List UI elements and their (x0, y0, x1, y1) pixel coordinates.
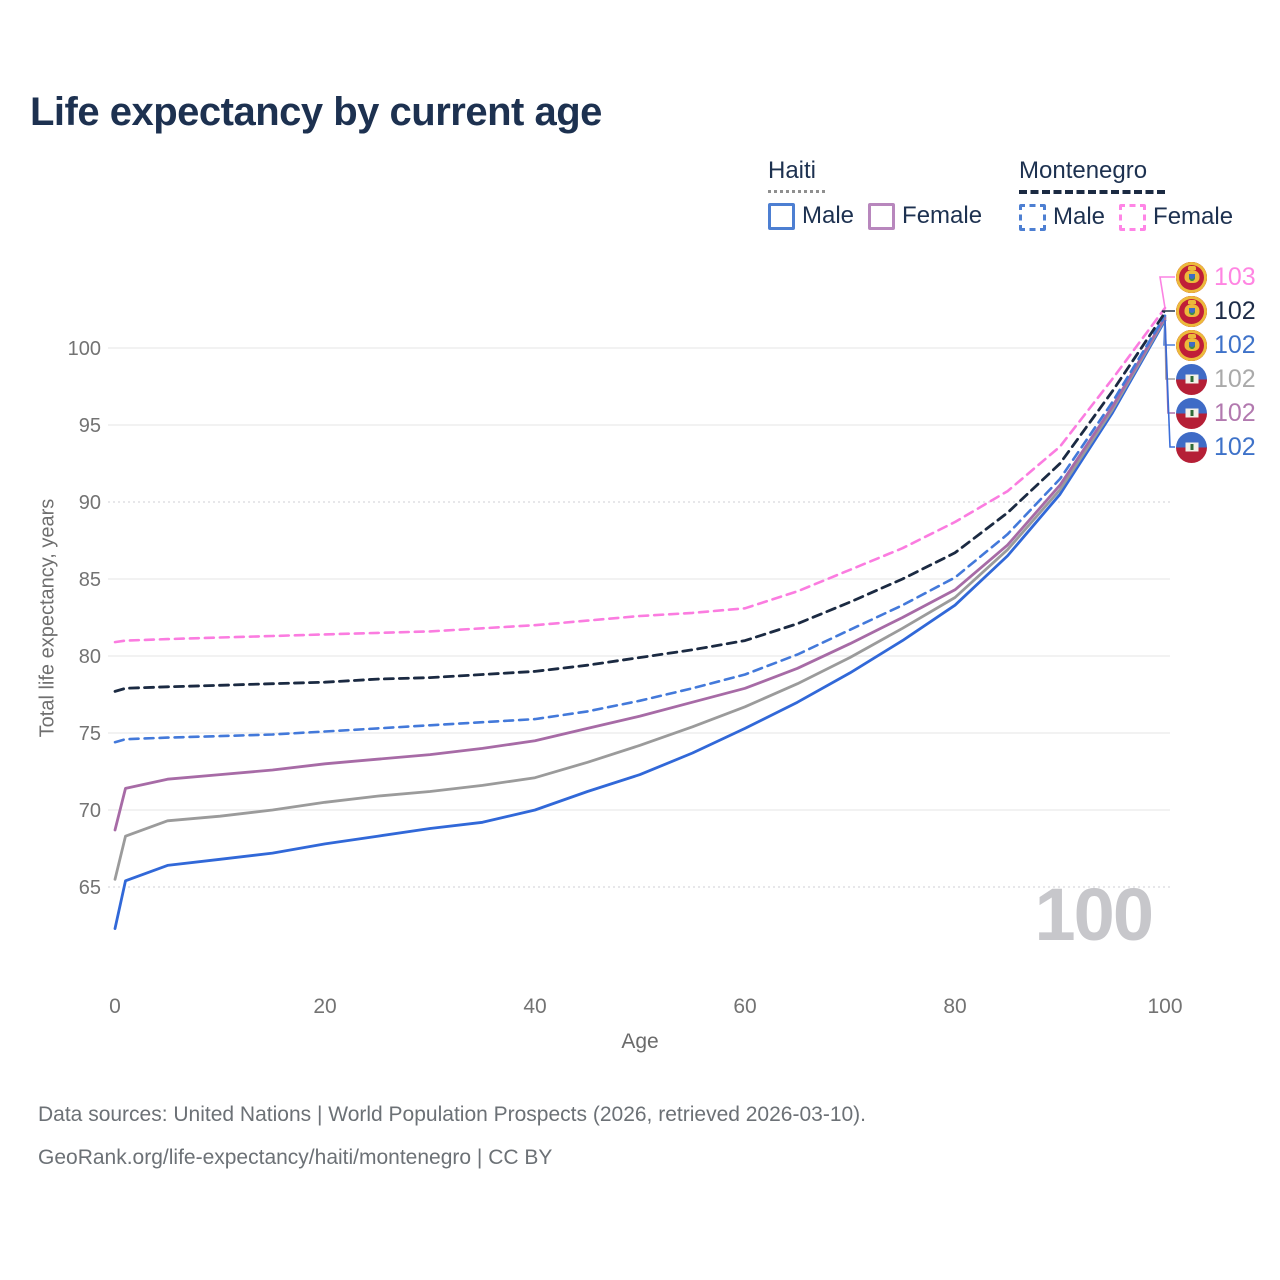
end-label-row-haiti-all: 102 (1176, 362, 1256, 396)
legend-montenegro-title: Montenegro (1019, 157, 1148, 184)
series-line-montenegro-female (113, 306, 1167, 644)
end-label-value: 103 (1214, 263, 1256, 291)
legend-haiti-male-label: Male (802, 202, 855, 229)
end-label-value: 102 (1214, 365, 1256, 393)
y-tick-label: 85 (79, 569, 101, 591)
end-label-row-haiti-male: 102 (1176, 430, 1256, 464)
y-tick-label: 90 (79, 492, 101, 514)
legend-group-montenegro: Montenegro Male Female (1019, 157, 1247, 231)
legend-item-haiti-female[interactable]: Female (868, 202, 982, 230)
haiti-flag-icon (1176, 431, 1207, 463)
legend-montenegro-female-label: Female (1153, 203, 1234, 230)
end-label-connector-montenegro-female (1159, 276, 1175, 309)
end-label-connector-montenegro-all (1161, 310, 1175, 314)
page-title: Life expectancy by current age (30, 90, 602, 134)
legend-item-montenegro-male[interactable]: Male (1019, 203, 1105, 231)
y-tick-label: 65 (79, 877, 101, 899)
series-line-montenegro-male (113, 314, 1167, 744)
montenegro-flag-icon (1176, 329, 1207, 361)
legend-haiti-title: Haiti (768, 157, 817, 184)
y-tick-label: 75 (79, 723, 101, 745)
x-tick-label: 40 (523, 995, 546, 1018)
montenegro-male-swatch-icon (1019, 203, 1046, 231)
x-tick-label: 0 (109, 995, 121, 1018)
y-tick-label: 100 (68, 338, 101, 360)
end-label-value: 102 (1214, 399, 1256, 427)
y-tick-label: 70 (79, 800, 101, 822)
haiti-flag-icon (1176, 397, 1207, 429)
haiti-flag-icon (1176, 363, 1207, 395)
end-label-value: 102 (1214, 331, 1256, 359)
x-tick-label: 100 (1147, 995, 1182, 1018)
x-tick-label: 20 (313, 995, 336, 1018)
y-tick-label: 95 (79, 415, 101, 437)
end-label-row-montenegro-female: 103 (1176, 260, 1256, 294)
series-line-haiti-female (113, 315, 1167, 832)
legend-item-montenegro-female[interactable]: Female (1119, 203, 1233, 231)
legend-group-haiti: Haiti Male Female (768, 157, 996, 230)
legend-haiti-underline (768, 190, 825, 193)
end-label-row-haiti-female: 102 (1176, 396, 1256, 430)
footer-sources-line: Data sources: United Nations | World Pop… (38, 1103, 867, 1126)
footer: Data sources: United Nations | World Pop… (38, 1103, 866, 1189)
end-label-value: 102 (1214, 297, 1256, 325)
haiti-female-swatch-icon (868, 202, 896, 230)
haiti-male-swatch-icon (768, 202, 795, 230)
legend-haiti-female-label: Female (902, 202, 983, 229)
x-tick-label: 60 (733, 995, 756, 1018)
legend-item-haiti-male[interactable]: Male (768, 202, 854, 230)
end-label-value: 102 (1214, 433, 1256, 461)
x-tick-label: 80 (943, 995, 966, 1018)
footer-link-line[interactable]: GeoRank.org/life-expectancy/haiti/monten… (38, 1146, 553, 1169)
end-label-row-montenegro-male: 102 (1176, 328, 1256, 362)
x-axis-title: Age (621, 1030, 658, 1053)
age-watermark: 100 (1034, 873, 1154, 956)
series-line-haiti-male (113, 318, 1167, 930)
y-tick-label: 80 (79, 646, 101, 668)
end-label-row-montenegro-all: 102 (1176, 294, 1256, 328)
series-line-montenegro-all (113, 311, 1167, 693)
end-label-connector-haiti-male (1164, 320, 1175, 448)
montenegro-female-swatch-icon (1119, 203, 1147, 231)
legend-montenegro-underline (1019, 190, 1165, 194)
montenegro-flag-icon (1176, 261, 1207, 293)
series-line-haiti-all (113, 317, 1167, 881)
legend-montenegro-male-label: Male (1053, 203, 1106, 230)
montenegro-flag-icon (1176, 295, 1207, 327)
